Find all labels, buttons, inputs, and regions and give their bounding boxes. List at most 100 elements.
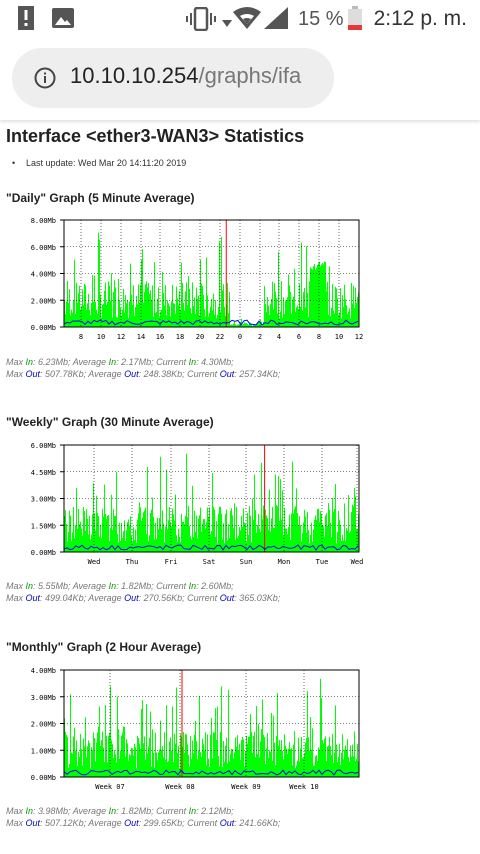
traffic-in-bar: [94, 513, 95, 552]
traffic-in-bar: [285, 528, 286, 552]
traffic-in-bar: [305, 742, 306, 777]
traffic-in-bar: [111, 494, 112, 552]
daily-stats: Max In: 6.23Mb; Average In: 2.17Mb; Curr…: [6, 356, 280, 380]
traffic-in-bar: [307, 691, 308, 777]
traffic-in-bar: [154, 767, 155, 777]
traffic-in-bar: [205, 528, 206, 552]
traffic-in-bar: [203, 518, 204, 552]
traffic-in-bar: [246, 323, 247, 327]
traffic-in-bar: [161, 309, 162, 327]
traffic-in-bar: [270, 751, 271, 777]
traffic-in-bar: [93, 302, 94, 327]
traffic-in-bar: [172, 508, 173, 552]
traffic-in-bar: [200, 507, 201, 552]
traffic-in-bar: [142, 517, 143, 552]
traffic-in-bar: [133, 285, 134, 327]
traffic-in-bar: [195, 531, 196, 552]
traffic-in-bar: [174, 733, 175, 777]
traffic-in-bar: [113, 757, 114, 777]
traffic-in-bar: [137, 519, 138, 552]
traffic-in-bar: [306, 532, 307, 552]
traffic-in-bar: [186, 453, 187, 552]
traffic-in-bar: [329, 736, 330, 777]
traffic-in-bar: [319, 261, 320, 327]
traffic-in-bar: [308, 529, 309, 552]
traffic-in-bar: [162, 746, 163, 777]
traffic-in-bar: [90, 768, 91, 777]
traffic-in-bar: [115, 515, 116, 552]
traffic-in-bar: [288, 527, 289, 552]
traffic-in-bar: [319, 749, 320, 777]
traffic-in-bar: [117, 317, 118, 327]
traffic-in-bar: [346, 527, 347, 552]
url-text[interactable]: 10.10.10.254/graphs/ifa: [70, 63, 301, 89]
traffic-in-bar: [124, 726, 125, 777]
traffic-in-bar: [333, 762, 334, 777]
traffic-in-bar: [341, 540, 342, 552]
traffic-in-bar: [276, 736, 277, 777]
traffic-in-bar: [244, 522, 245, 552]
traffic-in-bar: [234, 321, 235, 327]
traffic-in-bar: [238, 324, 239, 327]
traffic-in-bar: [158, 529, 159, 552]
traffic-in-bar: [116, 472, 117, 552]
traffic-in-bar: [75, 313, 76, 327]
traffic-in-bar: [277, 506, 278, 552]
traffic-in-bar: [114, 280, 115, 327]
traffic-in-bar: [217, 706, 218, 777]
x-tick-label: Mon: [278, 558, 291, 566]
traffic-in-bar: [312, 728, 313, 777]
address-bar[interactable]: 10.10.10.254/graphs/ifa: [12, 48, 334, 108]
traffic-in-bar: [114, 750, 115, 777]
traffic-in-bar: [113, 509, 114, 552]
traffic-in-bar: [126, 530, 127, 552]
battery-percent: 15 %: [298, 8, 344, 30]
y-tick-label: 1.00Mb: [31, 747, 56, 755]
traffic-in-bar: [161, 750, 162, 777]
traffic-in-bar: [206, 522, 207, 552]
traffic-in-bar: [223, 523, 224, 552]
traffic-in-bar: [134, 743, 135, 777]
traffic-in-bar: [244, 766, 245, 777]
traffic-in-bar: [76, 740, 77, 777]
traffic-in-bar: [181, 262, 182, 327]
traffic-in-bar: [119, 299, 120, 327]
traffic-in-bar: [193, 305, 194, 327]
y-tick-label: 0.00Mb: [31, 324, 56, 332]
traffic-in-bar: [78, 751, 79, 777]
traffic-in-bar: [241, 739, 242, 777]
y-tick-label: 8.00Mb: [31, 217, 56, 225]
x-tick-label: 6: [297, 333, 301, 341]
traffic-in-bar: [166, 705, 167, 777]
traffic-in-bar: [139, 502, 140, 552]
url-host: 10.10.10.254: [70, 63, 199, 88]
traffic-in-bar: [241, 318, 242, 327]
traffic-in-bar: [345, 745, 346, 777]
traffic-in-bar: [156, 539, 157, 552]
traffic-in-bar: [98, 516, 99, 552]
traffic-in-bar: [350, 745, 351, 777]
traffic-in-bar: [86, 509, 87, 552]
traffic-in-bar: [246, 735, 247, 777]
traffic-in-bar: [94, 275, 95, 327]
traffic-in-bar: [80, 521, 81, 552]
traffic-in-bar: [204, 519, 205, 552]
traffic-in-bar: [343, 540, 344, 552]
traffic-in-bar: [294, 508, 295, 552]
traffic-in-bar: [82, 289, 83, 327]
page-content: Interface <ether3-WAN3> Statistics • Last…: [0, 120, 480, 854]
info-icon[interactable]: [34, 67, 56, 89]
traffic-in-bar: [79, 524, 80, 552]
traffic-in-bar: [66, 524, 67, 552]
traffic-in-bar: [179, 536, 180, 552]
traffic-in-bar: [299, 283, 300, 327]
traffic-in-bar: [157, 760, 158, 777]
traffic-in-bar: [87, 303, 88, 327]
traffic-in-bar: [273, 309, 274, 327]
traffic-in-bar: [286, 299, 287, 327]
traffic-in-bar: [280, 311, 281, 327]
traffic-in-bar: [227, 282, 228, 327]
traffic-in-bar: [65, 314, 66, 327]
traffic-in-bar: [185, 515, 186, 552]
traffic-in-bar: [177, 541, 178, 552]
